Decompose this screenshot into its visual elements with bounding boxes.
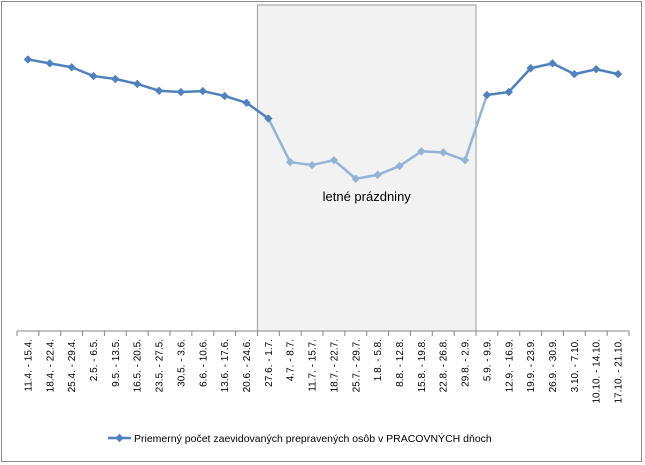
x-tick-label: 25.4. - 29.4.: [67, 339, 78, 392]
series-line-segment: [441, 151, 467, 162]
x-tick-label: 13.6. - 17.6.: [220, 339, 231, 392]
series-line-segment: [310, 158, 336, 167]
x-tick-label: 26.9. - 30.9.: [548, 339, 559, 392]
x-tick-label: 2.5. - 6.5.: [89, 339, 100, 381]
data-point-marker: [198, 86, 207, 96]
series-line-segment: [267, 117, 292, 164]
x-tick-label: 19.9. - 23.9.: [526, 339, 537, 392]
data-point-marker: [570, 69, 579, 79]
series-line-segment: [245, 101, 270, 120]
x-tick-label: 17.10. - 21.10.: [614, 339, 625, 404]
data-point-marker: [23, 55, 33, 64]
series-line-segment: [376, 164, 401, 177]
data-point-marker: [220, 91, 229, 101]
series-line-segment: [551, 62, 576, 76]
x-axis-ticks: [16, 331, 630, 336]
series-line-segment: [223, 94, 248, 105]
series-line-segment: [573, 67, 598, 76]
data-point-marker: [439, 148, 448, 157]
legend: Priemerný počet zaevidovaných prepravený…: [108, 432, 492, 445]
x-tick-label: 30.5. - 3.6.: [176, 339, 187, 387]
x-tick-label: 29.8. - 2.9.: [461, 339, 472, 387]
series-line-segment: [529, 62, 554, 70]
x-tick-label: 20.6. - 24.6.: [242, 339, 253, 392]
data-point-marker: [89, 71, 98, 81]
x-axis-tick-labels: 11.4. - 15.4. 18.4. - 22.4. 25.4. - 29.4. 2…: [23, 339, 624, 404]
data-point-marker: [329, 155, 339, 165]
x-tick-label: 12.9. - 16.9.: [504, 339, 515, 392]
x-tick-label: 5.9. - 9.9.: [482, 339, 493, 381]
series-markers: [23, 55, 623, 183]
x-tick-label: 11.4. - 15.4.: [23, 339, 34, 392]
holiday-band: [256, 4, 477, 332]
data-point-marker: [111, 74, 120, 84]
series-line-segment: [507, 66, 532, 94]
data-point-marker: [286, 157, 295, 167]
series-line-segment: [354, 173, 379, 181]
x-tick-label: 18.4. - 22.4.: [45, 339, 56, 392]
x-tick-label: 11.7. - 15.7.: [308, 339, 319, 392]
series-line-segment: [70, 66, 95, 78]
legend-marker-swatch: [115, 433, 124, 443]
x-tick-label: 1.8. - 5.8.: [373, 339, 384, 381]
x-tick-label: 18.7. - 22.7.: [329, 339, 340, 392]
data-point-marker: [417, 147, 426, 156]
x-tick-label: 6.6. - 10.6.: [198, 339, 209, 387]
data-point-marker: [482, 90, 492, 100]
x-tick-label: 4.7. - 8.7.: [286, 339, 297, 381]
x-tick-label: 10.10. - 14.10.: [592, 339, 603, 404]
series-line-segment: [463, 93, 489, 162]
series-line-segment: [332, 158, 358, 181]
data-point-marker: [45, 59, 54, 68]
data-point-marker: [592, 65, 601, 74]
x-tick-label: 3.10. - 7.10.: [570, 339, 581, 392]
series-line-segment: [114, 77, 139, 86]
data-point-marker: [373, 170, 382, 180]
data-point-marker: [548, 59, 557, 68]
data-point-marker: [613, 69, 623, 79]
data-point-marker: [154, 86, 164, 95]
x-tick-label: 8.8. - 12.8.: [395, 339, 406, 387]
series-line-segment: [398, 150, 423, 168]
series-line-segment: [201, 89, 226, 98]
data-point-marker: [526, 64, 535, 73]
x-tick-label: 25.7. - 29.7.: [351, 339, 362, 392]
data-point-marker: [307, 160, 317, 170]
data-point-marker: [395, 161, 404, 171]
legend-series-name: Priemerný počet zaevidovaných prepravený…: [134, 432, 492, 445]
x-tick-label: 16.5. - 20.5.: [133, 339, 144, 392]
x-tick-label: 22.8. - 26.8.: [439, 339, 450, 392]
data-point-marker: [504, 87, 513, 97]
data-point-marker: [264, 114, 273, 123]
data-point-marker: [460, 155, 470, 165]
series-line-segment: [594, 67, 620, 76]
x-tick-label: 15.8. - 19.8.: [417, 339, 428, 392]
x-tick-label: 27.6. - 1.7.: [264, 339, 275, 387]
series-line-segment: [48, 62, 73, 69]
series-line-segment: [26, 58, 52, 65]
data-point-marker: [133, 79, 142, 89]
series-line-segment: [135, 82, 161, 92]
x-tick-label: 23.5. - 27.5.: [155, 339, 166, 392]
data-point-marker: [351, 174, 360, 183]
data-point-marker: [67, 63, 76, 72]
data-point-marker: [242, 98, 251, 107]
holiday-label: letné prázdniny: [323, 189, 412, 204]
x-tick-label: 9.5. - 13.5.: [111, 339, 122, 387]
data-point-marker: [176, 87, 186, 97]
